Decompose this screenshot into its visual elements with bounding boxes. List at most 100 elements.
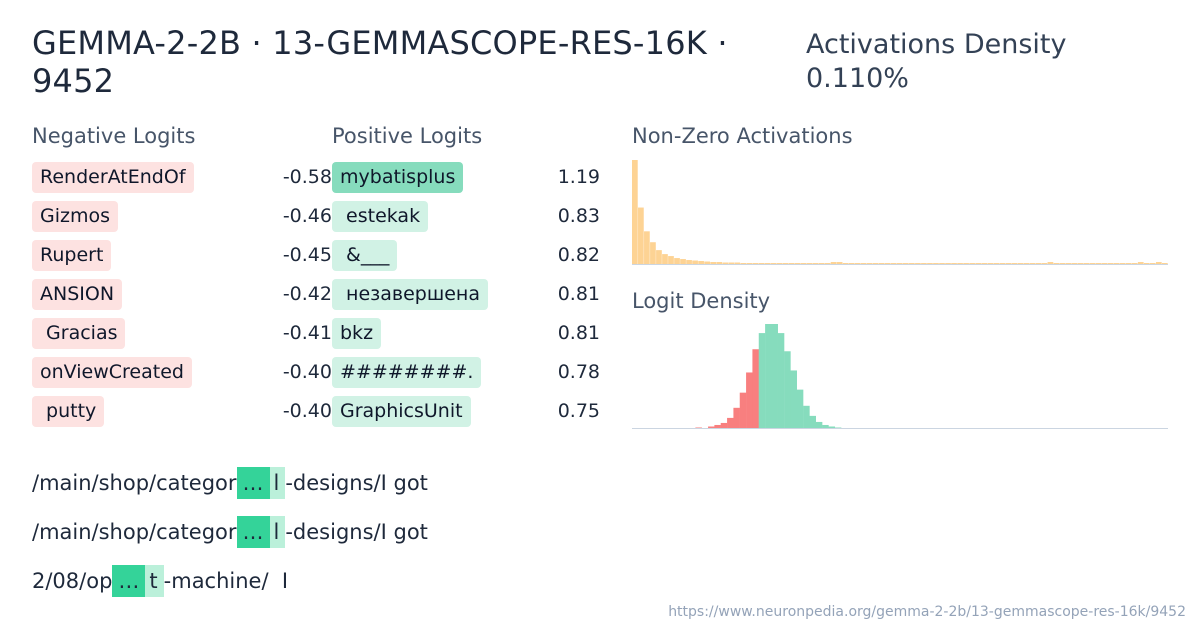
activation-bar <box>788 263 795 264</box>
activation-bar <box>740 263 747 264</box>
logit-token: estekak <box>332 201 429 232</box>
density-label: Activations Density <box>806 29 1067 60</box>
activation-bar <box>854 263 861 264</box>
activation-example: /main/shop/categor… l -designs/I got <box>32 467 428 499</box>
logit-value: 0.78 <box>557 361 600 383</box>
activation-bar <box>969 263 975 264</box>
activation-example: 2/08/op… t -machine/ I <box>32 565 288 597</box>
activation-bar <box>800 263 807 264</box>
logit-token: Rupert <box>32 240 112 271</box>
activation-bar <box>1071 263 1078 264</box>
positive-logit-bar <box>777 333 785 428</box>
positive-logit-bar <box>758 333 766 428</box>
activation-bar <box>644 231 650 264</box>
activation-bar <box>939 263 945 264</box>
example-highlight-next: l <box>269 516 286 548</box>
nonzero-activations-label: Non-Zero Activations <box>632 124 853 148</box>
logit-token: onViewCreated <box>32 357 192 388</box>
logit-token: незавершена <box>332 279 488 310</box>
logit-token: RenderAtEndOf <box>32 162 194 193</box>
example-prefix: 2/08/op <box>32 569 113 593</box>
activation-example: /main/shop/categor… l -designs/I got <box>32 516 428 548</box>
activation-bar <box>1053 263 1060 264</box>
activation-bar <box>1143 263 1150 264</box>
activation-bar <box>830 262 837 264</box>
logit-token: &___ <box>332 240 398 271</box>
logit-density-chart <box>632 324 1168 429</box>
activation-bar <box>782 263 789 264</box>
activation-bar <box>632 160 638 264</box>
example-suffix: -designs/I got <box>285 520 428 544</box>
activation-bar <box>1101 263 1108 264</box>
activation-bar <box>716 262 723 264</box>
activation-bar <box>1035 263 1042 264</box>
activation-bar <box>1161 263 1168 264</box>
logit-value: 0.75 <box>557 400 600 422</box>
logit-token: bkz <box>332 318 382 349</box>
activation-bar <box>1155 262 1162 264</box>
activation-bar <box>987 263 994 264</box>
activation-bar <box>860 263 867 264</box>
activation-bar <box>1137 262 1144 264</box>
logit-value: -0.58 <box>282 166 332 188</box>
activation-bar <box>999 263 1006 264</box>
activation-bar <box>927 263 933 264</box>
activation-bar <box>945 263 951 264</box>
positive-logit-bar <box>765 324 772 428</box>
negative-logit-bar <box>752 349 759 428</box>
negative-logit-bar <box>727 417 734 428</box>
activation-bar <box>686 260 692 264</box>
source-url: https://www.neuronpedia.org/gemma-2-2b/1… <box>668 604 1186 620</box>
logit-token: Gizmos <box>32 201 119 232</box>
activation-bar <box>752 263 759 264</box>
activation-bar <box>770 263 777 264</box>
positive-logit-bar <box>828 426 836 428</box>
logit-value: 1.19 <box>557 166 600 188</box>
activation-bar <box>818 263 825 264</box>
example-prefix: /main/shop/categor <box>32 471 237 495</box>
negative-logit-bar <box>733 407 740 428</box>
activation-bar <box>903 263 909 264</box>
example-prefix: /main/shop/categor <box>32 520 237 544</box>
negative-logits-label: Negative Logits <box>32 124 196 148</box>
negative-logit-bar <box>720 422 728 428</box>
positive-logit-bar <box>809 415 816 428</box>
activation-bar <box>704 261 710 264</box>
activation-bar <box>1059 263 1066 264</box>
activation-bar <box>836 262 843 264</box>
activation-bar <box>776 263 783 264</box>
activation-density: Activations Density 0.110% <box>806 28 1066 96</box>
positive-logits-label: Positive Logits <box>332 124 483 148</box>
activation-bar <box>951 263 957 264</box>
activation-bar <box>638 207 644 264</box>
logit-value: 0.83 <box>557 205 600 227</box>
logit-density-label: Logit Density <box>632 289 771 313</box>
activation-bar <box>662 254 668 264</box>
activation-bar <box>915 263 921 264</box>
example-highlight-next: t <box>145 565 164 597</box>
logit-token: Gracias <box>32 318 126 349</box>
activation-bar <box>656 250 662 264</box>
activation-bar <box>1005 263 1012 264</box>
activation-bar <box>1083 263 1090 264</box>
activation-bar <box>1029 263 1036 264</box>
page-title: GEMMA-2-2B · 13-GEMMASCOPE-RES-16K · 945… <box>32 24 728 100</box>
activation-bar <box>746 263 753 264</box>
activation-bar <box>933 263 939 264</box>
positive-logit-bar <box>834 427 842 428</box>
activation-bar <box>1125 263 1132 264</box>
negative-logit-bar <box>739 392 747 428</box>
negative-logit-bar <box>746 372 753 428</box>
example-highlight: … <box>112 565 146 597</box>
logit-value: -0.40 <box>282 400 332 422</box>
logit-token: ANSION <box>32 279 123 310</box>
positive-logit-bar <box>822 424 829 428</box>
activation-bar <box>975 263 981 264</box>
activation-bar <box>957 263 963 264</box>
activation-bar <box>884 263 891 264</box>
logit-token: GraphicsUnit <box>332 396 471 427</box>
activation-bar <box>1119 263 1126 264</box>
activation-bar <box>1149 263 1156 264</box>
activation-bar <box>866 263 873 264</box>
positive-logit-bar <box>790 370 797 428</box>
